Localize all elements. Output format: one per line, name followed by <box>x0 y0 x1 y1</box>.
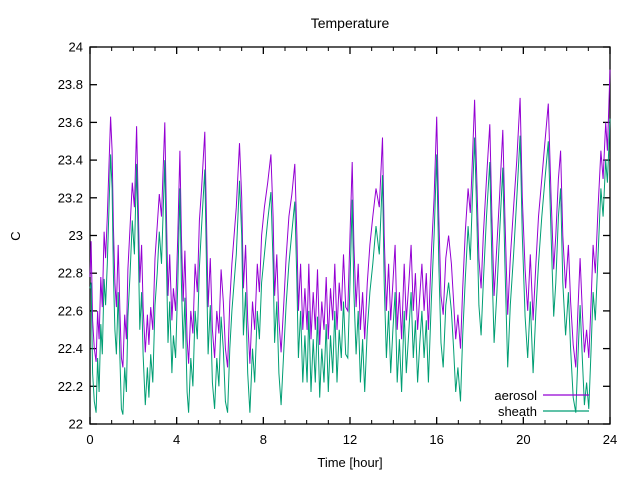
y-axis-label: C <box>8 231 23 240</box>
chart-title: Temperature <box>311 15 390 31</box>
y-tick-label: 22.4 <box>58 341 83 356</box>
y-tick-label: 23.4 <box>58 153 83 168</box>
y-tick-label: 23 <box>69 228 83 243</box>
y-tick-label: 23.8 <box>58 77 83 92</box>
x-tick-label: 24 <box>603 432 617 447</box>
x-tick-label: 4 <box>173 432 180 447</box>
x-tick-label: 20 <box>516 432 530 447</box>
legend-label-aerosol: aerosol <box>494 388 537 403</box>
legend: aerosol sheath <box>494 388 589 419</box>
y-tick-label: 22 <box>69 417 83 432</box>
plot-border <box>89 46 611 425</box>
plot-area: 0 4 8 12 16 20 24 22 22.2 22.4 22.6 22.8 23 23.2 23.4 2… <box>58 40 618 448</box>
legend-label-sheath: sheath <box>498 404 537 419</box>
aerosol-series-line <box>89 69 611 368</box>
x-tick-label: 8 <box>260 432 267 447</box>
x-tick-label: 12 <box>343 432 357 447</box>
x-axis-label: Time [hour] <box>317 455 382 470</box>
x-tick-label: 16 <box>429 432 443 447</box>
y-tick-label: 24 <box>69 40 83 55</box>
sheath-series-line <box>89 118 611 415</box>
y-tick-label: 23.2 <box>58 190 83 205</box>
y-tick-label: 23.6 <box>58 115 83 130</box>
x-tick-label: 0 <box>86 432 93 447</box>
y-tick-label: 22.2 <box>58 379 83 394</box>
y-tick-label: 22.6 <box>58 303 83 318</box>
y-tick-label: 22.8 <box>58 266 83 281</box>
